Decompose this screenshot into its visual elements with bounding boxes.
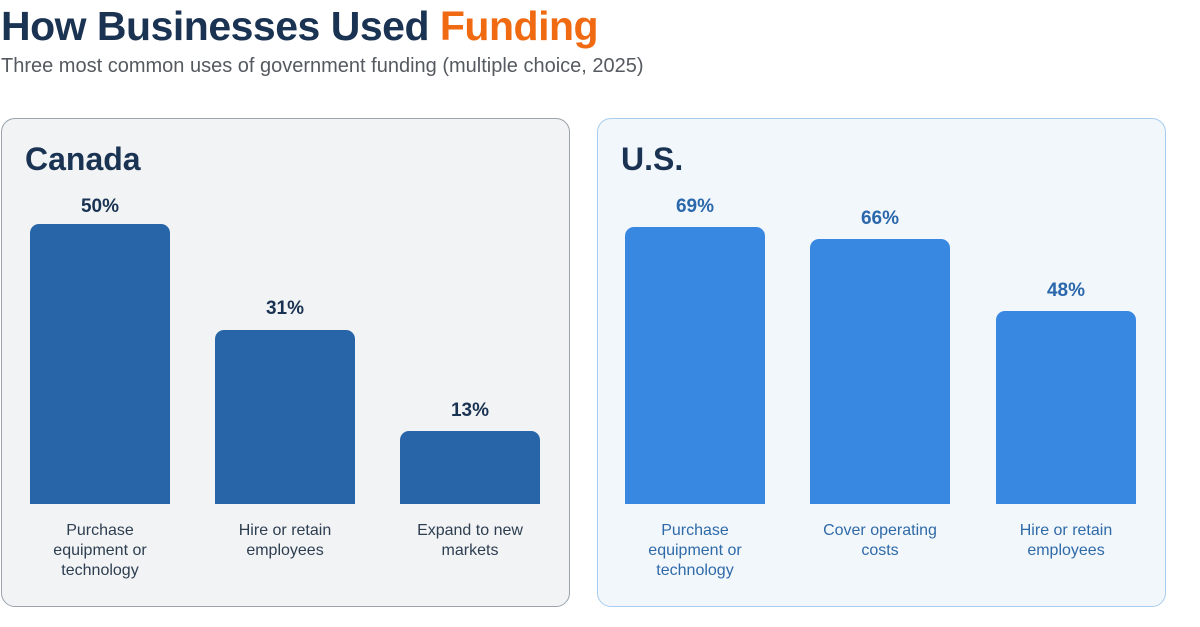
bar-value-label: 66%: [860, 208, 900, 229]
bar-value-label: 50%: [80, 196, 120, 217]
category-label: Purchase equipment or technology: [615, 521, 775, 581]
category-label-line: markets: [441, 542, 499, 559]
category-label-line: Purchase: [66, 522, 134, 539]
category-label-line: Cover operating: [823, 522, 937, 539]
bar-hire-retain: [996, 311, 1136, 504]
category-label-line: Expand to new: [417, 522, 523, 539]
bar-purchase-equipment: [30, 224, 170, 504]
category-label-line: employees: [1027, 542, 1105, 559]
category-label-line: equipment or: [648, 542, 742, 559]
category-label: Purchase equipment or technology: [20, 521, 180, 581]
bar-purchase-equipment: [625, 227, 765, 504]
bar-cover-operating-costs: [810, 239, 950, 504]
bar-value-label: 69%: [675, 196, 715, 217]
us-panel: U.S. 69% Purchase equipment or technolog…: [597, 118, 1166, 607]
category-label-line: employees: [246, 542, 324, 559]
title-main: How Businesses Used: [1, 3, 440, 49]
bar-value-label: 48%: [1046, 280, 1086, 301]
category-label: Cover operating costs: [800, 521, 960, 561]
category-label-line: Hire or retain: [1019, 522, 1113, 539]
bar-value-label: 13%: [450, 400, 490, 421]
bar-hire-retain: [215, 330, 355, 504]
chart-title: How Businesses Used Funding: [1, 2, 599, 50]
canada-panel: Canada 50% Purchase equipment or technol…: [1, 118, 570, 607]
chart-subtitle: Three most common uses of government fun…: [1, 55, 644, 77]
category-label-line: equipment or: [53, 542, 147, 559]
category-label: Expand to new markets: [390, 521, 550, 561]
category-label-line: technology: [61, 562, 139, 579]
category-label-line: technology: [656, 562, 734, 579]
category-label: Hire or retain employees: [205, 521, 365, 561]
category-label-line: costs: [861, 542, 899, 559]
canada-panel-title: Canada: [25, 141, 141, 177]
us-panel-title: U.S.: [621, 141, 684, 177]
bar-expand-markets: [400, 431, 540, 504]
category-label-line: Hire or retain: [238, 522, 332, 539]
category-label-line: Purchase: [661, 522, 729, 539]
bar-value-label: 31%: [265, 298, 305, 319]
title-accent: Funding: [439, 3, 599, 49]
category-label: Hire or retain employees: [986, 521, 1146, 561]
